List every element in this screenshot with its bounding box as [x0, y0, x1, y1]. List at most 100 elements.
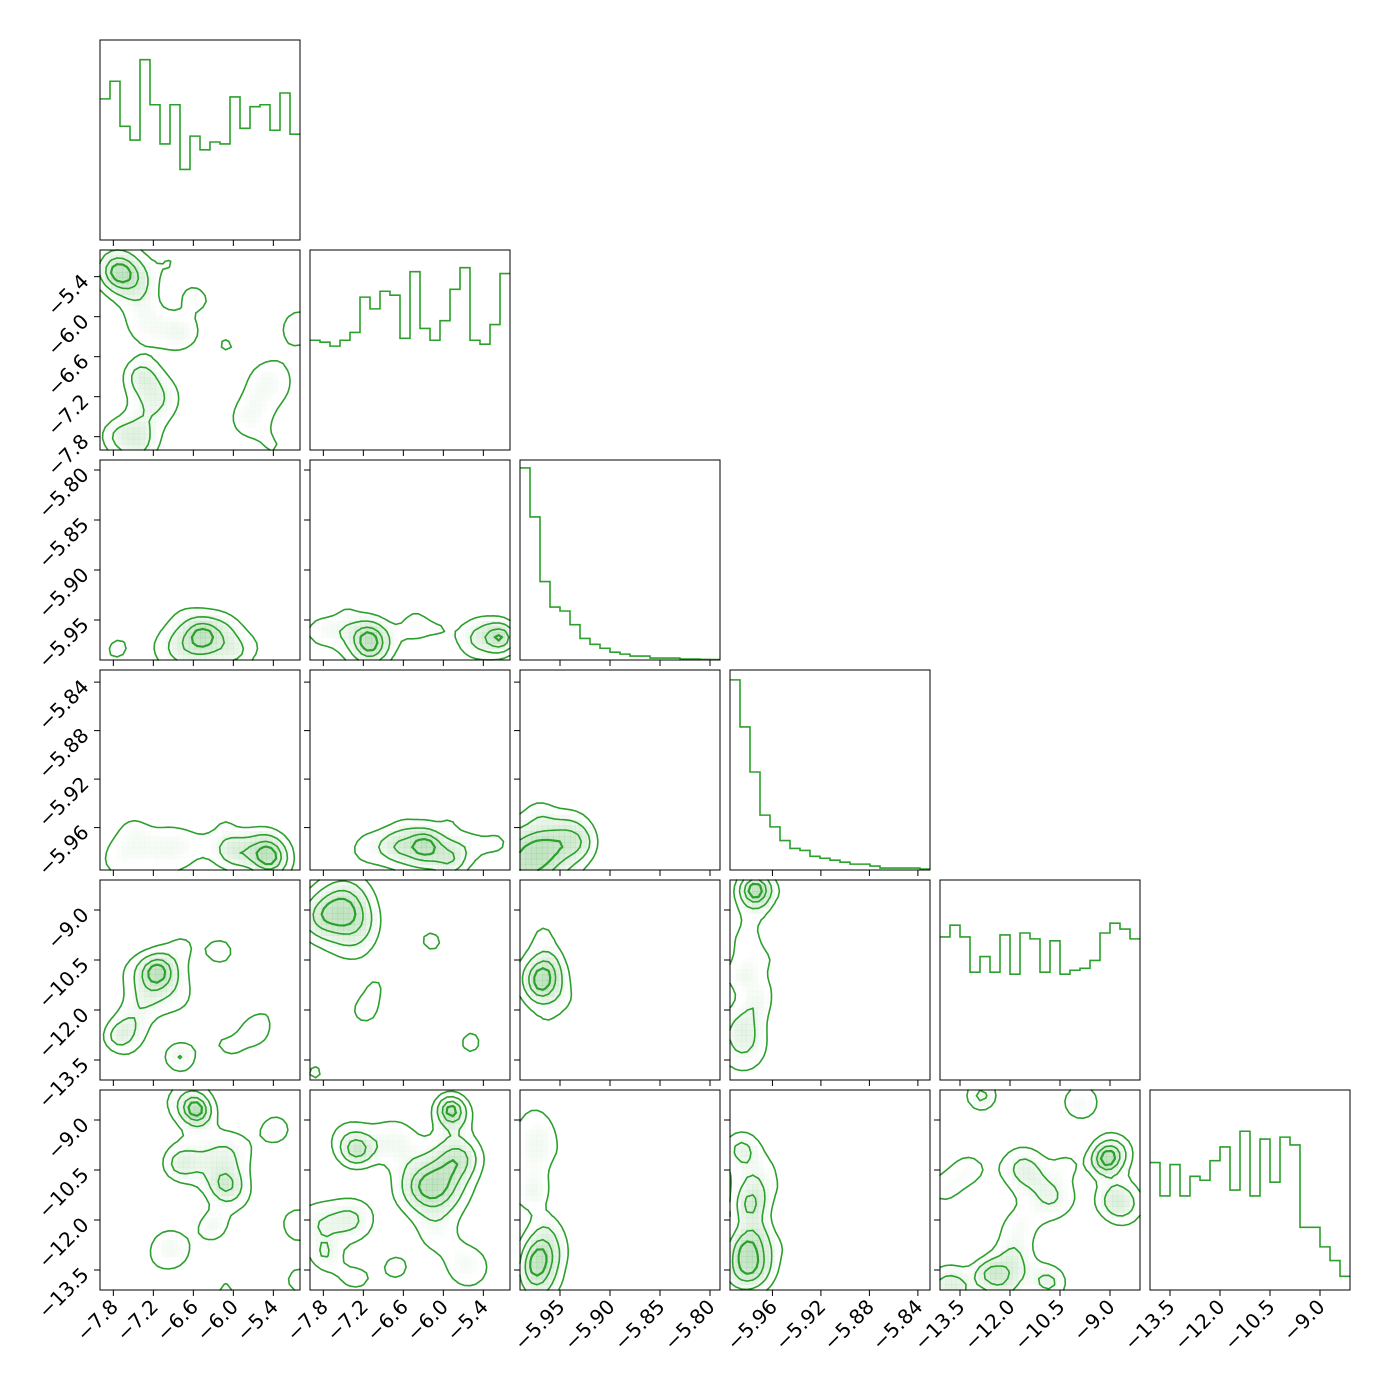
- density-cell: [382, 643, 389, 650]
- histogram-line: [310, 266, 510, 347]
- density-cell: [150, 837, 156, 843]
- density-cell: [256, 417, 262, 423]
- density-cell: [393, 1129, 399, 1135]
- density-cell: [337, 1206, 344, 1213]
- density-cell: [116, 283, 123, 290]
- density-cell: [178, 986, 184, 992]
- density-cell: [393, 831, 400, 837]
- density-cell: [962, 1278, 969, 1285]
- density-cell: [387, 1145, 394, 1152]
- density-cell: [763, 1245, 770, 1252]
- density-cell: [144, 366, 151, 373]
- density-cell: [415, 1178, 422, 1185]
- density-cell: [343, 880, 350, 886]
- density-cell: [337, 924, 344, 931]
- density-cell: [741, 1234, 747, 1241]
- density-cell: [730, 1035, 736, 1042]
- density-cell: [172, 333, 179, 340]
- density-cell: [542, 1228, 549, 1235]
- density-cell: [498, 632, 505, 639]
- density-cell: [757, 996, 764, 1003]
- density-cell: [172, 1151, 179, 1157]
- density-cell: [768, 896, 775, 903]
- density-cell: [1028, 1167, 1035, 1174]
- density-cell: [200, 1184, 206, 1190]
- density-cell: [1040, 1267, 1046, 1274]
- density-cell: [443, 853, 450, 860]
- density-cell: [553, 1240, 560, 1246]
- density-cell: [757, 1234, 764, 1241]
- density-cell: [525, 836, 532, 843]
- density-cell: [542, 1245, 549, 1252]
- density-cell: [111, 283, 117, 290]
- density-cell: [233, 836, 240, 843]
- density-cell: [553, 853, 560, 860]
- density-cell: [1045, 1267, 1052, 1274]
- density-cell: [553, 814, 560, 821]
- density-cell: [256, 422, 262, 428]
- density-cell: [161, 339, 167, 345]
- panel-frame: [99, 879, 301, 1081]
- density-cell: [256, 394, 262, 400]
- density-cell: [978, 1095, 985, 1102]
- density-cell: [460, 1140, 466, 1146]
- density-cell: [177, 1052, 184, 1059]
- density-cell: [177, 626, 184, 633]
- density-cell: [1017, 1267, 1024, 1274]
- density-cell: [1034, 1167, 1041, 1174]
- density-cell: [426, 1206, 433, 1213]
- density-cell: [227, 836, 234, 843]
- density-cell: [133, 847, 140, 854]
- density-cell: [448, 1167, 455, 1174]
- density-cell: [189, 333, 195, 339]
- density-cell: [426, 831, 433, 837]
- density-cell: [746, 1178, 753, 1185]
- density-cell: [1034, 1201, 1041, 1207]
- density-cell: [111, 422, 117, 428]
- density-cell: [377, 1129, 383, 1135]
- contour-line: [218, 833, 289, 871]
- density-cell: [1051, 1195, 1057, 1202]
- density-cell: [520, 1256, 526, 1263]
- density-cell: [520, 1134, 526, 1140]
- density-cell: [155, 383, 162, 390]
- density-cell: [200, 648, 206, 655]
- density-cell: [741, 1002, 747, 1008]
- density-cell: [984, 1090, 991, 1096]
- density-cell: [122, 255, 129, 262]
- density-cell: [967, 1273, 974, 1280]
- density-cell: [349, 616, 355, 622]
- y-tick-label: −10.5: [33, 953, 93, 1013]
- density-cell: [338, 947, 344, 953]
- density-cell: [531, 847, 537, 854]
- density-cell: [161, 417, 167, 423]
- density-cell: [421, 1146, 427, 1152]
- density-cell: [542, 858, 549, 865]
- density-cell: [752, 969, 758, 975]
- density-cell: [1023, 1256, 1030, 1263]
- density-cell: [211, 1173, 217, 1180]
- density-cell: [531, 1184, 537, 1191]
- density-cell: [432, 842, 439, 849]
- density-cell: [360, 654, 366, 661]
- density-cell: [735, 1030, 742, 1036]
- contour-line: [731, 1194, 765, 1282]
- density-cell: [178, 837, 184, 843]
- density-cell: [166, 996, 173, 1003]
- density-cell: [128, 991, 134, 997]
- density-cell: [128, 980, 134, 986]
- density-cell: [763, 1267, 770, 1274]
- density-cell: [155, 952, 162, 959]
- density-cell: [537, 803, 543, 809]
- density-cell: [973, 1168, 979, 1174]
- density-cell: [332, 941, 339, 947]
- density-cell: [587, 826, 593, 832]
- density-cell: [365, 626, 372, 633]
- density-cell: [360, 1217, 366, 1224]
- density-cell: [1117, 1156, 1124, 1163]
- density-cell: [348, 637, 355, 644]
- density-cell: [758, 1157, 764, 1163]
- density-cell: [228, 826, 234, 832]
- density-cell: [531, 1273, 537, 1280]
- panel-frame: [309, 459, 511, 661]
